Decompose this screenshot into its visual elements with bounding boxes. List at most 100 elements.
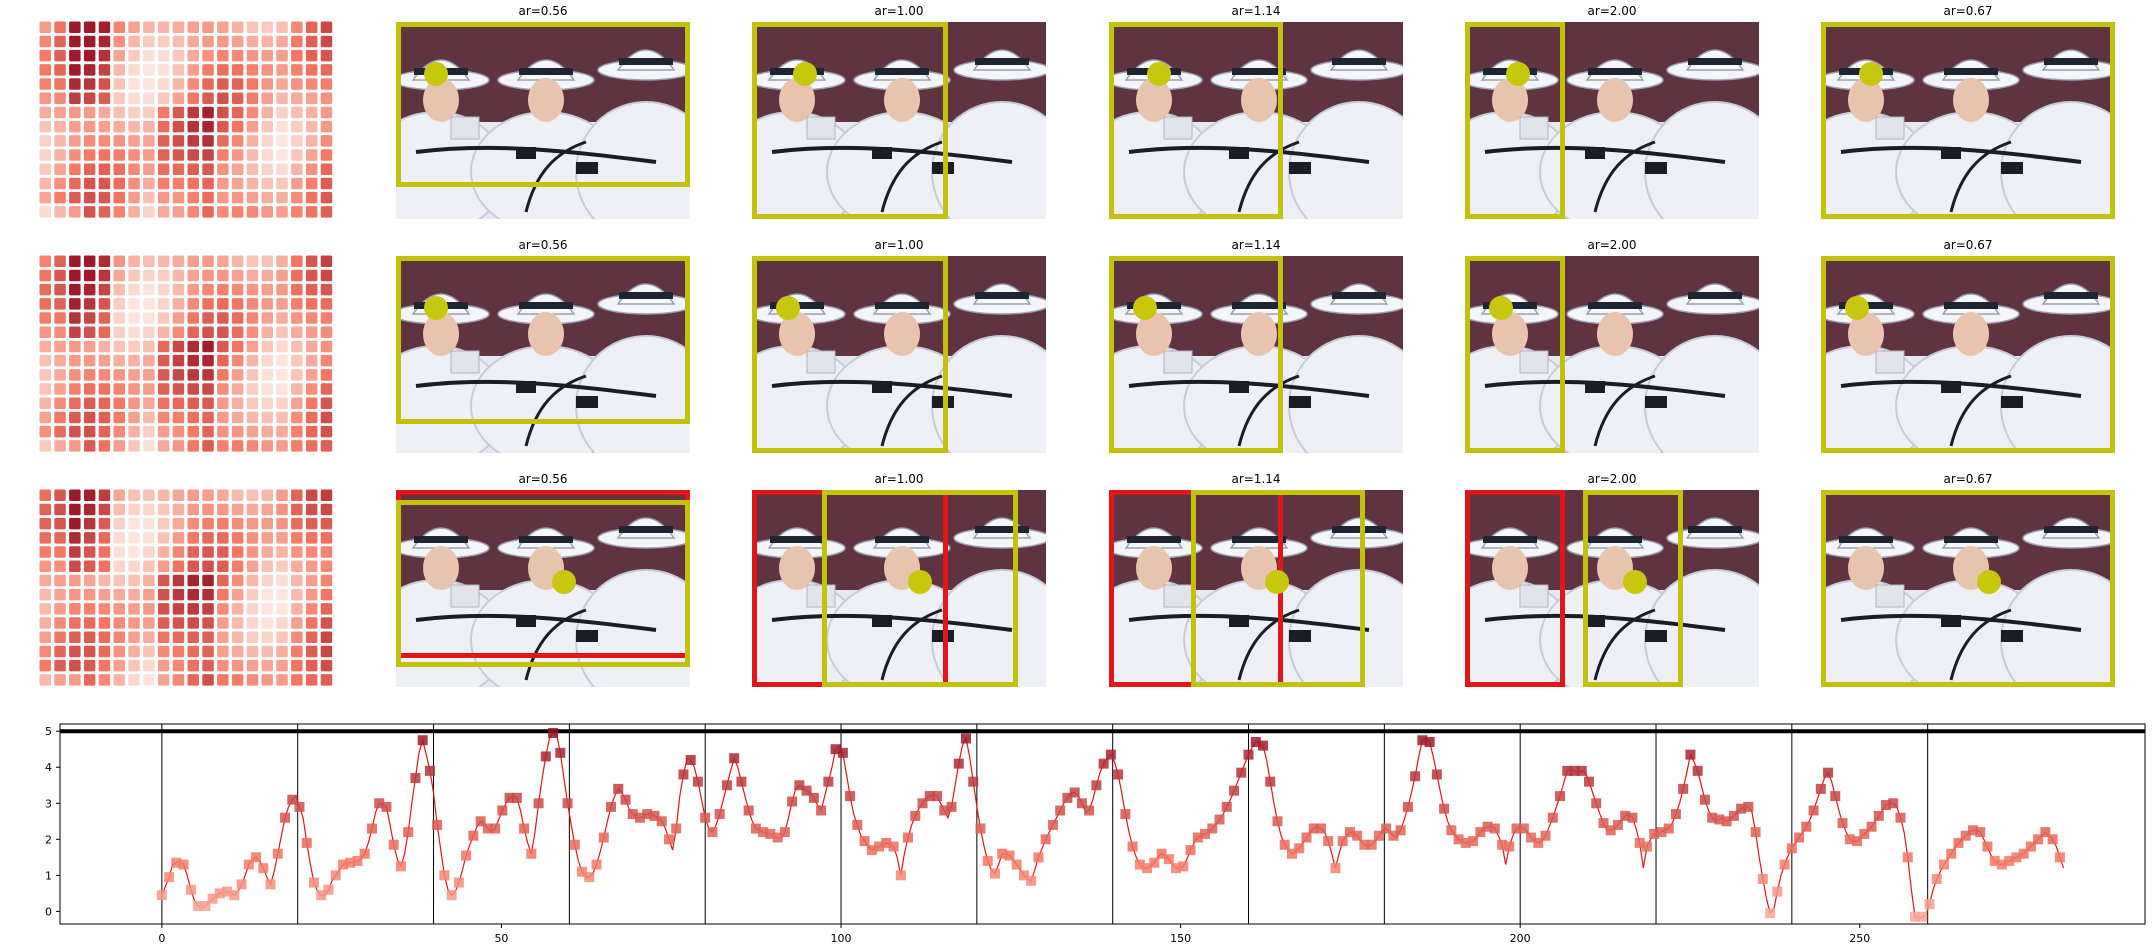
heatmap-cell bbox=[83, 631, 96, 643]
data-point bbox=[229, 890, 240, 901]
heatmap-cell bbox=[276, 298, 288, 310]
heatmap-cell bbox=[231, 21, 244, 33]
heatmap-cell bbox=[54, 106, 66, 119]
data-point bbox=[982, 855, 993, 866]
heatmap-cell bbox=[54, 440, 66, 452]
data-point bbox=[1323, 836, 1334, 847]
data-point bbox=[1482, 821, 1493, 832]
heatmap-cell bbox=[83, 49, 96, 62]
heatmap-cell bbox=[320, 149, 333, 161]
heatmap-cell bbox=[54, 489, 66, 501]
heatmap-cell bbox=[217, 206, 229, 218]
data-point bbox=[1055, 805, 1066, 816]
heatmap-cell bbox=[320, 440, 333, 452]
heatmap-cell bbox=[54, 163, 66, 175]
heatmap-cell bbox=[113, 645, 125, 658]
data-point bbox=[1533, 837, 1544, 848]
heatmap-cell bbox=[39, 64, 51, 76]
heatmap-cell bbox=[305, 49, 318, 62]
heatmap-cell bbox=[143, 78, 155, 90]
heatmap-cell bbox=[69, 603, 81, 615]
heatmap-cell bbox=[261, 191, 273, 204]
heatmap-cell bbox=[69, 135, 81, 147]
archers-photo bbox=[1465, 256, 1759, 453]
heatmap-cell bbox=[217, 326, 229, 338]
heatmap-cell bbox=[246, 340, 259, 353]
heatmap-cell bbox=[69, 283, 81, 296]
image-panel: ar=1.14 bbox=[1109, 238, 1403, 453]
data-point bbox=[1989, 855, 2000, 866]
heatmap-cell bbox=[39, 298, 51, 310]
heatmap-cell bbox=[143, 35, 155, 48]
heatmap-cell bbox=[98, 425, 111, 438]
heatmap-cell bbox=[291, 283, 303, 296]
heatmap-cell bbox=[69, 120, 81, 133]
heatmap-cell bbox=[39, 588, 51, 601]
heatmap-cell bbox=[54, 603, 66, 615]
heatmap-cell bbox=[69, 92, 81, 104]
heatmap-cell bbox=[291, 546, 303, 558]
heatmap-cell bbox=[261, 120, 273, 133]
data-point bbox=[692, 776, 703, 787]
heatmap-cell bbox=[143, 106, 155, 119]
data-point bbox=[968, 776, 979, 787]
heatmap-cell bbox=[54, 298, 66, 310]
heatmap-cell bbox=[128, 369, 140, 381]
heatmap-cell bbox=[69, 269, 81, 282]
heatmap-cell bbox=[217, 440, 229, 452]
data-point bbox=[1388, 830, 1399, 841]
heatmap-cell bbox=[143, 354, 155, 367]
image-panel: ar=1.14 bbox=[1109, 4, 1403, 219]
heatmap-cell bbox=[320, 35, 333, 48]
data-point bbox=[1163, 854, 1174, 865]
heatmap-cell bbox=[291, 120, 303, 133]
heatmap-cell bbox=[69, 617, 81, 629]
heatmap-cell bbox=[246, 106, 259, 119]
heatmap-cell bbox=[320, 517, 333, 530]
heatmap-cell bbox=[128, 503, 140, 516]
heatmap-cell bbox=[231, 92, 244, 104]
heatmap-cell bbox=[246, 631, 259, 643]
data-point bbox=[475, 816, 486, 827]
data-point bbox=[1663, 823, 1674, 834]
heatmap-cell bbox=[143, 21, 155, 33]
data-point bbox=[1308, 823, 1319, 834]
data-point bbox=[881, 837, 892, 848]
heatmap-cell bbox=[291, 659, 303, 672]
yellow-bounding-box bbox=[1821, 22, 2115, 219]
data-point bbox=[1120, 809, 1131, 820]
heatmap-cell bbox=[54, 588, 66, 601]
data-point bbox=[1026, 875, 1037, 886]
heatmap-cell bbox=[305, 191, 318, 204]
heatmap-cell bbox=[172, 135, 185, 147]
heatmap-cell bbox=[143, 298, 155, 310]
heatmap-cell bbox=[276, 659, 288, 672]
heatmap-cell bbox=[69, 546, 81, 558]
heatmap-cell bbox=[261, 517, 273, 530]
heatmap-cell bbox=[261, 659, 273, 672]
heatmap-cell bbox=[54, 397, 66, 409]
data-point bbox=[591, 859, 602, 870]
heatmap-cell bbox=[69, 298, 81, 310]
heatmap-cell bbox=[83, 92, 96, 104]
heatmap-cell bbox=[305, 645, 318, 658]
heatmap-cell bbox=[246, 532, 259, 544]
heatmap-cell bbox=[143, 312, 155, 324]
heatmap-cell bbox=[83, 517, 96, 530]
heatmap-cell bbox=[320, 574, 333, 587]
data-point bbox=[1641, 841, 1652, 852]
heatmap-cell bbox=[83, 603, 96, 615]
data-point bbox=[1511, 823, 1522, 834]
heatmap-cell bbox=[172, 631, 185, 643]
heatmap-cell bbox=[305, 206, 318, 218]
data-point bbox=[1424, 737, 1435, 748]
data-point bbox=[1402, 801, 1413, 812]
yellow-bounding-box bbox=[1465, 22, 1565, 219]
heatmap-cell bbox=[157, 588, 170, 601]
data-point bbox=[337, 859, 348, 870]
y-tick-label: 3 bbox=[45, 797, 52, 810]
heatmap-cell bbox=[98, 283, 111, 296]
heatmap-cell bbox=[98, 645, 111, 658]
data-point bbox=[1801, 821, 1812, 832]
heatmap-cell bbox=[143, 64, 155, 76]
